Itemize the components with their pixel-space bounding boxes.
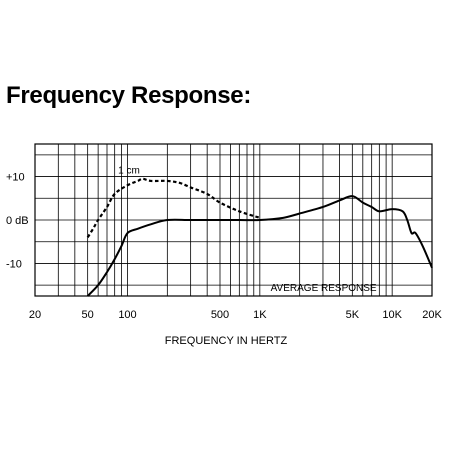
annotation-1cm: 1 cm: [118, 166, 140, 177]
plot-border: [34, 143, 433, 297]
x-axis-title: FREQUENCY IN HERTZ: [165, 335, 288, 347]
x-tick-label: 100: [118, 309, 136, 321]
x-tick-label: 1K: [253, 309, 267, 321]
y-tick-label: 0 dB: [6, 215, 29, 227]
series-line-1cm: [86, 177, 261, 238]
x-tick-label: 20K: [422, 309, 442, 321]
annotation-average-response: AVERAGE RESPONSE: [271, 283, 377, 294]
x-tick-label: 5K: [346, 309, 360, 321]
x-tick-label: 50: [82, 309, 94, 321]
x-tick-label: 500: [211, 309, 229, 321]
chart-series: [86, 177, 433, 297]
x-tick-label: 20: [29, 309, 41, 321]
y-tick-label: +10: [6, 172, 25, 184]
page-title: Frequency Response:: [6, 82, 252, 109]
series-line-average-response: [86, 195, 433, 297]
chart-labels: 20 50 100 500 1K 5K 10K 20K +10 0 dB -10 FREQUENCY …: [6, 166, 442, 347]
x-tick-label: 10K: [382, 309, 402, 321]
y-tick-label: -10: [6, 258, 22, 270]
